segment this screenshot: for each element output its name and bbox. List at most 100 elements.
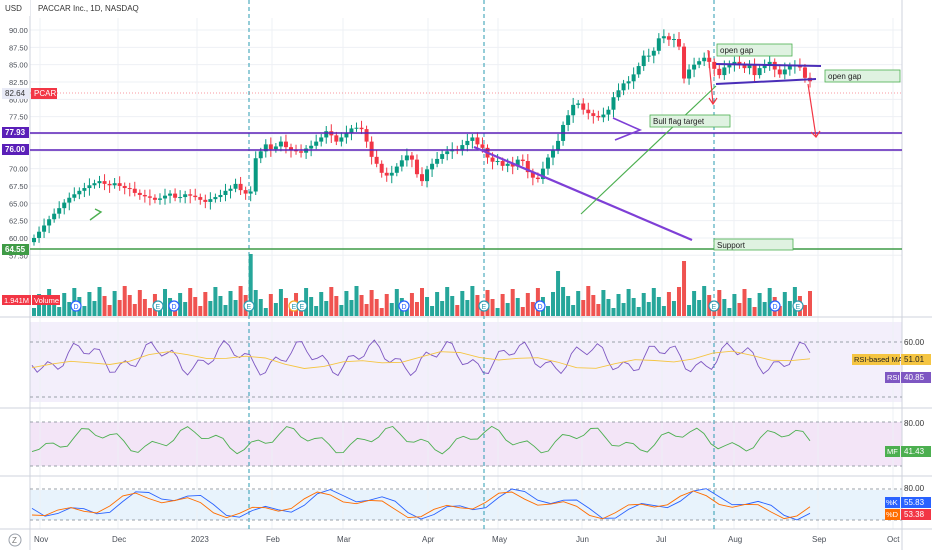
candle-body: [87, 185, 92, 189]
candle-body: [656, 38, 661, 51]
volume-bar: [767, 288, 772, 316]
candle-body: [37, 231, 42, 238]
candle-body: [490, 157, 495, 162]
volume-bar: [752, 307, 757, 316]
support-box[interactable]: [713, 238, 794, 251]
volume-bar: [666, 292, 671, 316]
rsi-ma-value: 51.01: [904, 355, 925, 364]
candle-body: [253, 158, 258, 192]
event-marker-label: D: [773, 304, 778, 311]
flag-lower-line[interactable]: [715, 78, 817, 85]
volume-bar: [545, 306, 550, 316]
rsi-badge: [885, 372, 900, 383]
volume-bar: [208, 301, 213, 316]
volume-bar: [349, 300, 354, 316]
volume-bar: [742, 289, 747, 316]
candle-body: [510, 163, 515, 167]
volume-bar: [288, 307, 293, 316]
volume-bar: [510, 289, 515, 316]
price-tick-label: 80.00: [9, 95, 28, 104]
volume-bar: [576, 291, 581, 316]
candle-body: [787, 66, 792, 70]
candle-body: [127, 188, 132, 190]
volume-bar: [697, 300, 702, 316]
candle-body: [651, 50, 656, 56]
candle-body: [671, 39, 676, 41]
volume-bar: [495, 308, 500, 316]
volume-bar: [57, 307, 62, 316]
candle-body: [596, 115, 601, 118]
candle-body: [228, 188, 233, 191]
candle-body: [258, 151, 263, 159]
open-gap-label: open gap: [828, 72, 862, 81]
downtrend-line[interactable]: [473, 145, 693, 242]
event-marker-label: E: [300, 304, 305, 311]
mfi-badge: [885, 446, 900, 457]
candle-body: [470, 137, 475, 141]
volume-bar: [394, 289, 399, 316]
bull-flag-box[interactable]: [649, 114, 731, 128]
uptrend-line[interactable]: [580, 85, 717, 215]
candle-body: [268, 144, 273, 150]
volume-bar: [203, 292, 208, 316]
candle-body: [62, 202, 67, 209]
candle-body: [233, 183, 238, 189]
time-axis-label: Jun: [576, 535, 589, 544]
candle-body: [97, 181, 102, 184]
candle-body: [525, 161, 530, 173]
price-tick-label: 77.50: [9, 113, 28, 122]
volume-bar: [515, 298, 520, 316]
price-tick-label: 60.00: [9, 234, 28, 243]
candle-body: [777, 69, 782, 75]
candle-body: [465, 140, 470, 146]
volume-bar: [147, 308, 152, 316]
volume-bar: [782, 292, 787, 316]
event-marker-icon: [708, 300, 720, 312]
volume-bar: [263, 308, 268, 316]
volume-bar: [631, 298, 636, 316]
candle-body: [394, 166, 399, 173]
candle-body: [283, 141, 288, 148]
candle-body: [379, 163, 384, 173]
volume-bar: [747, 298, 752, 316]
last-price-value: 82.64: [5, 89, 26, 98]
volume-bar: [651, 288, 656, 316]
volume-bar: [102, 296, 107, 316]
candle-body: [752, 65, 757, 76]
volume-bar: [178, 293, 183, 316]
volume-bar: [42, 303, 47, 316]
volume-bar: [727, 308, 732, 316]
flag-upper-line[interactable]: [715, 63, 822, 67]
volume-bar: [435, 292, 440, 316]
volume-bar: [112, 291, 117, 316]
candle-body: [757, 68, 762, 76]
volume-label-badge: [32, 295, 60, 305]
candle-body: [505, 163, 510, 166]
candle-body: [243, 190, 248, 194]
time-axis-label: Mar: [337, 535, 351, 544]
open-gap-label: open gap: [720, 46, 754, 55]
bull-flag-pattern[interactable]: [612, 117, 643, 141]
open-gap-box[interactable]: [824, 69, 901, 83]
candle-body: [545, 157, 550, 169]
volume-bar: [304, 288, 309, 316]
volume-bar: [571, 305, 576, 316]
event-marker-icon: [769, 300, 781, 312]
candle-body: [445, 151, 450, 155]
rsi-ma-label: RSI-based MA: [854, 355, 903, 364]
candle-body: [152, 197, 157, 200]
candle-body: [278, 141, 283, 147]
candle-body: [132, 188, 137, 193]
candle-body: [636, 66, 641, 75]
candle-body: [646, 55, 651, 57]
candle-body: [530, 172, 535, 178]
rsi-line: [31, 339, 811, 377]
stoch-d-label: %D: [886, 510, 899, 519]
mfi-label: MF: [887, 447, 898, 456]
volume-bar: [258, 299, 263, 316]
tradingview-logo-icon[interactable]: Z: [8, 533, 22, 547]
open-gap-box[interactable]: [716, 43, 793, 57]
mfi-value-badge: [901, 446, 931, 457]
candle-body: [697, 61, 702, 65]
